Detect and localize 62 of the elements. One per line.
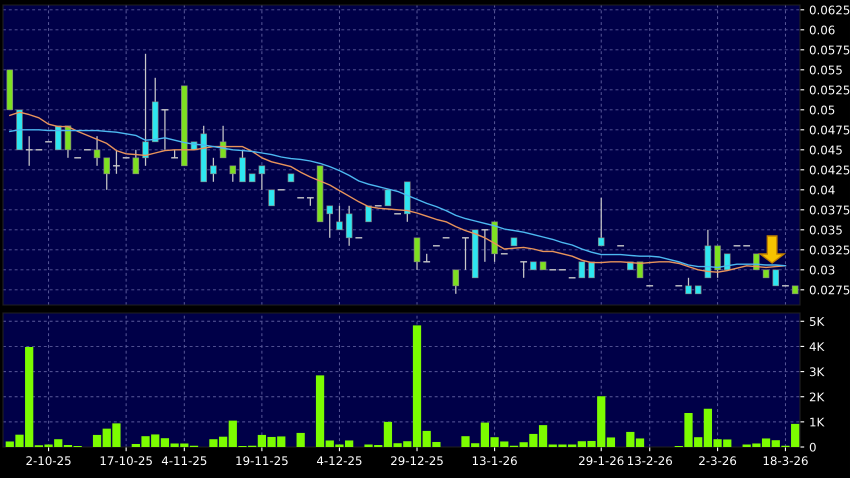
candlestick — [772, 269, 780, 286]
x-tick-label: 17-10-25 — [100, 456, 152, 466]
candlestick — [230, 165, 236, 182]
bar — [296, 432, 305, 447]
x-tick-label: 13-2-26 — [628, 456, 672, 466]
candlestick — [210, 157, 217, 182]
candlestick — [25, 136, 34, 166]
candlestick — [346, 205, 352, 246]
y-tick-label: 0.0575 — [810, 46, 850, 54]
y-tick-label: 0.0375 — [810, 206, 850, 214]
x-tick-label: 4-12-25 — [316, 456, 362, 466]
candlestick — [384, 189, 392, 206]
candlestick — [239, 149, 246, 182]
x-tick-label: 4-11-25 — [162, 456, 206, 466]
y-tick-label: 0.0325 — [810, 246, 850, 254]
candlestick — [714, 245, 721, 278]
candlestick — [578, 261, 586, 278]
candlestick — [365, 205, 372, 222]
candlestick — [268, 189, 275, 206]
y-tick-label: 0.03 — [810, 266, 834, 274]
y-tick-label: 0 — [810, 442, 816, 452]
x-tick-label: 2-10-25 — [26, 456, 71, 466]
y-tick-label: 3K — [810, 367, 825, 376]
candlestick — [336, 205, 343, 230]
candlestick — [685, 277, 692, 294]
y-tick-label: 0.0525 — [810, 86, 850, 94]
x-tick-label: 19-11-25 — [236, 456, 288, 466]
y-tick-label: 0.0425 — [810, 166, 850, 174]
x-tick-label: 2-3-26 — [699, 456, 736, 466]
y-tick-label: 0.0275 — [810, 286, 850, 294]
candlestick — [598, 197, 604, 246]
y-tick-label: 0.035 — [810, 226, 842, 234]
candlestick — [326, 205, 334, 238]
x-tick-label: 29-1-26 — [579, 456, 624, 466]
candlestick — [452, 269, 460, 294]
candlestick — [414, 237, 420, 270]
y-tick-label: 0.05 — [810, 106, 834, 114]
y-tick-label: 0.045 — [810, 146, 842, 154]
candlestick — [520, 261, 528, 278]
candlestick — [103, 157, 110, 190]
x-tick-label: 18-3-26 — [764, 456, 808, 466]
y-tick-label: 0.06 — [810, 26, 835, 34]
y-tick-label: 4K — [810, 342, 825, 351]
candlestick — [94, 136, 100, 166]
candlestick — [258, 165, 266, 190]
candlestick — [588, 261, 595, 278]
y-tick-label: 0.055 — [810, 66, 842, 74]
y-tick-label: 0.0625 — [810, 6, 850, 14]
y-tick-label: 0.0475 — [810, 126, 850, 134]
y-tick-label: 1K — [810, 418, 825, 426]
candlestick — [306, 197, 314, 206]
candlestick — [422, 253, 431, 262]
y-tick-label: 0.04 — [810, 186, 835, 194]
candlestick — [480, 229, 489, 262]
candlestick — [636, 261, 644, 278]
x-tick-label: 13-1-26 — [472, 456, 517, 466]
candlestick — [724, 253, 731, 270]
x-tick-label: 29-12-25 — [391, 456, 443, 466]
candlestick — [132, 149, 140, 174]
candlestick — [142, 53, 149, 166]
y-tick-label: 2K — [810, 392, 825, 402]
y-tick-label: 5K — [810, 317, 825, 326]
